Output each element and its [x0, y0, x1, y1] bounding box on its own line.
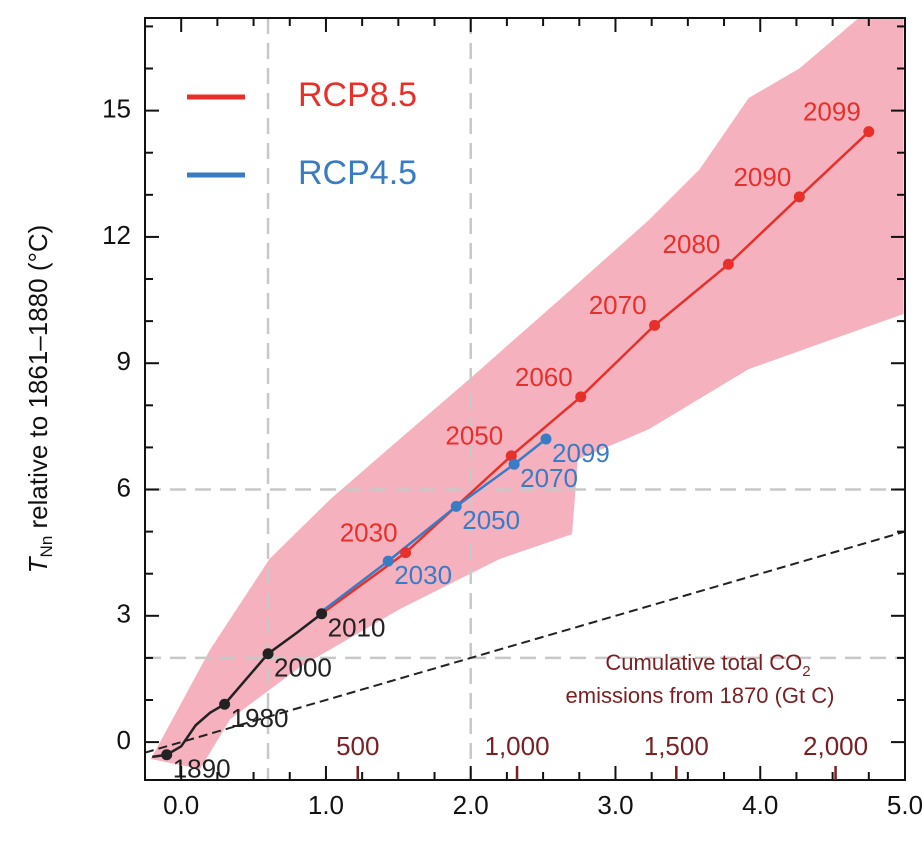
x-tick-label: 2.0: [453, 790, 489, 820]
diagonal-line: [145, 530, 905, 754]
y-tick-label: 9: [117, 346, 131, 376]
series-point: [382, 555, 394, 567]
series-point: [262, 648, 274, 660]
series-point: [540, 433, 552, 445]
y-tick-label: 12: [102, 220, 131, 250]
x2-axis-label: Cumulative total CO2: [605, 650, 810, 680]
series-point: [219, 698, 231, 710]
series-line: [320, 130, 870, 615]
plot-frame: [144, 17, 906, 781]
point-label: 2060: [515, 362, 573, 392]
series-point: [161, 749, 173, 761]
x-tick-label: 5.0: [887, 790, 922, 820]
point-label: 2070: [589, 290, 647, 320]
series-point: [505, 450, 517, 462]
y-tick-label: 3: [117, 599, 131, 629]
series-point: [722, 258, 734, 270]
plot: [145, 18, 905, 780]
x2-label-sub: 2: [802, 663, 810, 680]
point-label: 2030: [394, 560, 452, 590]
x2-label-part: Cumulative total CO: [605, 650, 802, 675]
series-point: [508, 458, 520, 470]
y-label-sub: Nn: [37, 536, 56, 558]
y-tick-label: 0: [117, 725, 131, 755]
point-label: 2070: [520, 463, 578, 493]
y-label-symbol: T: [23, 555, 53, 573]
series-point: [575, 391, 587, 403]
x2-tick-label: 1,500: [644, 731, 709, 761]
point-label: 2099: [803, 97, 861, 127]
x2-tick-label: 1,000: [484, 731, 549, 761]
point-label: 2030: [340, 518, 398, 548]
point-label: 2050: [445, 421, 503, 451]
series-point: [793, 191, 805, 203]
x-tick-label: 0.0: [163, 790, 199, 820]
y-tick-label: 6: [117, 472, 131, 502]
point-label: 2050: [462, 505, 520, 535]
legend-label: RCP8.5: [298, 76, 417, 114]
series-point: [316, 608, 328, 620]
point-label: 1980: [231, 703, 289, 733]
x2-axis-label: emissions from 1870 (Gt C): [566, 683, 835, 708]
point-label: 2010: [328, 613, 386, 643]
point-label: 2099: [552, 438, 610, 468]
y-label-rest: relative to 1861–1880 (°C): [23, 225, 53, 536]
x2-tick-label: 500: [336, 731, 379, 761]
series-line: [152, 612, 323, 759]
point-label: 2090: [733, 162, 791, 192]
y-axis-label: TNn relative to 1861–1880 (°C): [23, 225, 57, 574]
x-tick-label: 4.0: [742, 790, 778, 820]
point-label: 2000: [274, 653, 332, 683]
x-tick-label: 3.0: [597, 790, 633, 820]
y-tick-label: 15: [102, 93, 131, 123]
point-label: 2080: [663, 229, 721, 259]
series-point: [863, 126, 875, 138]
series-point: [400, 547, 412, 559]
x-tick-label: 1.0: [308, 790, 344, 820]
uncertainty-band: [150, 18, 904, 770]
point-label: 1890: [173, 754, 231, 784]
x2-tick-label: 2,000: [803, 731, 868, 761]
series-point: [450, 500, 462, 512]
series-point: [649, 319, 661, 331]
legend-label: RCP4.5: [298, 154, 417, 192]
